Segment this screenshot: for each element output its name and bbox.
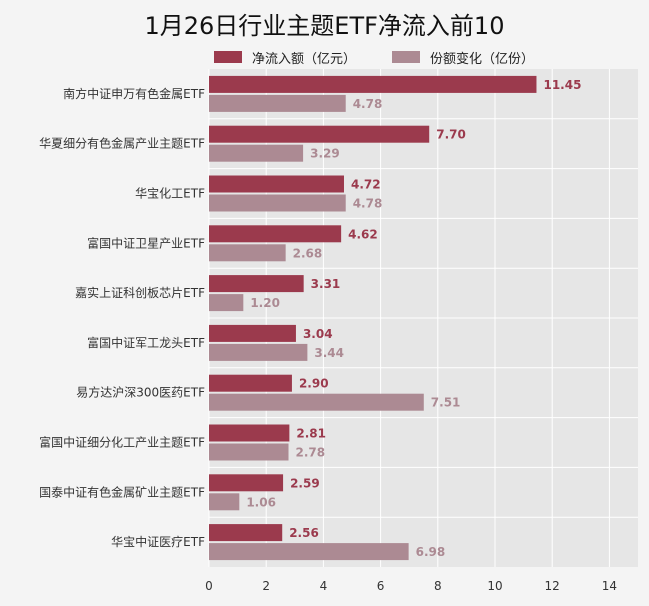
labels: 0 2 4 6 8 10 12 14 南方中证申万有色金属ETF 11.45 4.78 华夏细分有色金… (39, 78, 617, 593)
net-inflow-value-label: 2.59 (290, 476, 320, 490)
net-inflow-value-label: 3.04 (303, 327, 333, 341)
share-change-bar (209, 393, 424, 411)
net-inflow-value-label: 11.45 (543, 78, 581, 92)
legend-item-share-change: 份额变化（亿份） (392, 48, 534, 67)
net-inflow-value-label: 3.31 (311, 277, 341, 291)
x-tick-label: 14 (602, 579, 617, 593)
net-inflow-value-label: 2.90 (299, 377, 329, 391)
share-change-value-label: 2.78 (296, 446, 326, 460)
net-inflow-value-label: 7.70 (436, 128, 466, 142)
category-label: 富国中证军工龙头ETF (87, 335, 205, 350)
bars (209, 75, 537, 561)
category-label: 华宝中证医疗ETF (111, 534, 205, 549)
share-change-bar (209, 493, 240, 511)
net-inflow-bar (209, 524, 283, 542)
share-change-bar (209, 94, 346, 112)
x-tick-label: 4 (320, 579, 328, 593)
net-inflow-bar (209, 474, 284, 492)
share-change-value-label: 4.78 (353, 197, 383, 211)
share-change-bar (209, 343, 308, 361)
x-tick-label: 0 (205, 579, 213, 593)
legend-item-net-inflow: 净流入额（亿元） (214, 48, 356, 67)
legend-swatch-net-inflow (214, 51, 242, 63)
legend: 净流入额（亿元） 份额变化（亿份） (214, 48, 570, 67)
share-change-value-label: 7.51 (431, 396, 461, 410)
net-inflow-bar (209, 424, 290, 442)
share-change-value-label: 6.98 (416, 545, 446, 559)
share-change-bar (209, 144, 304, 162)
legend-swatch-share-change (392, 51, 421, 63)
net-inflow-bar (209, 75, 537, 93)
category-label: 国泰中证有色金属矿业主题ETF (39, 484, 205, 499)
share-change-value-label: 3.29 (310, 147, 340, 161)
share-change-value-label: 2.68 (293, 246, 323, 260)
x-tick-label: 12 (545, 579, 560, 593)
net-inflow-bar (209, 275, 304, 293)
category-label: 南方中证申万有色金属ETF (63, 86, 205, 101)
category-label: 易方达沪深300医药ETF (76, 385, 205, 400)
net-inflow-value-label: 4.62 (348, 227, 378, 241)
category-label: 嘉实上证科创板芯片ETF (75, 285, 205, 300)
net-inflow-bar (209, 125, 430, 143)
net-inflow-bar (209, 175, 344, 193)
share-change-value-label: 4.78 (353, 97, 383, 111)
share-change-bar (209, 543, 409, 561)
x-tick-label: 2 (262, 579, 270, 593)
net-inflow-value-label: 4.72 (351, 178, 381, 192)
category-label: 华夏细分有色金属产业主题ETF (39, 136, 205, 151)
share-change-bar (209, 244, 286, 262)
net-inflow-bar (209, 374, 292, 392)
share-change-value-label: 1.06 (246, 495, 276, 509)
share-change-bar (209, 294, 244, 312)
share-change-bar (209, 443, 289, 461)
legend-label-net-inflow: 净流入额（亿元） (252, 51, 357, 67)
x-tick-label: 6 (377, 579, 385, 593)
net-inflow-bar (209, 324, 296, 342)
share-change-bar (209, 194, 346, 212)
category-label: 富国中证细分化工产业主题ETF (39, 435, 205, 450)
chart-title: 1月26日行业主题ETF净流入前10 (144, 12, 505, 40)
share-change-value-label: 3.44 (314, 346, 344, 360)
category-label: 富国中证卫星产业ETF (87, 235, 205, 250)
x-tick-label: 10 (487, 579, 502, 593)
legend-label-share-change: 份额变化（亿份） (430, 51, 535, 67)
category-label: 华宝化工ETF (135, 187, 205, 201)
net-inflow-value-label: 2.56 (289, 526, 319, 540)
x-tick-label: 8 (434, 579, 442, 593)
net-inflow-value-label: 2.81 (296, 427, 326, 441)
net-inflow-bar (209, 225, 342, 243)
share-change-value-label: 1.20 (250, 296, 280, 310)
